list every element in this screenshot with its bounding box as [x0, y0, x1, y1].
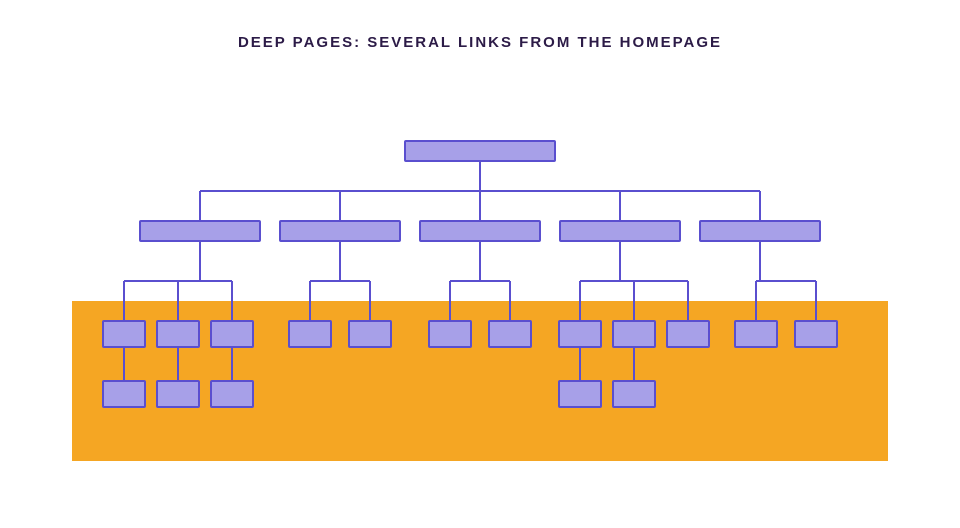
tree-node-e	[700, 221, 820, 241]
tree-node-c2	[489, 321, 531, 347]
tree-node-a1x	[103, 381, 145, 407]
tree-node-a1	[103, 321, 145, 347]
tree-node-d1x	[559, 381, 601, 407]
tree-node-a2	[157, 321, 199, 347]
tree-node-e2	[795, 321, 837, 347]
tree-node-a	[140, 221, 260, 241]
tree-node-d1	[559, 321, 601, 347]
diagram-title: DEEP PAGES: SEVERAL LINKS FROM THE HOMEP…	[0, 0, 960, 51]
tree-node-b	[280, 221, 400, 241]
tree-node-d2x	[613, 381, 655, 407]
tree-node-a3	[211, 321, 253, 347]
tree-node-b1	[289, 321, 331, 347]
tree-node-a2x	[157, 381, 199, 407]
tree-node-c	[420, 221, 540, 241]
tree-node-b2	[349, 321, 391, 347]
tree-node-e1	[735, 321, 777, 347]
tree-node-d2	[613, 321, 655, 347]
tree-node-a3x	[211, 381, 253, 407]
tree-node-c1	[429, 321, 471, 347]
site-tree-diagram	[0, 51, 960, 511]
tree-node-root	[405, 141, 555, 161]
tree-node-d	[560, 221, 680, 241]
tree-node-d3	[667, 321, 709, 347]
